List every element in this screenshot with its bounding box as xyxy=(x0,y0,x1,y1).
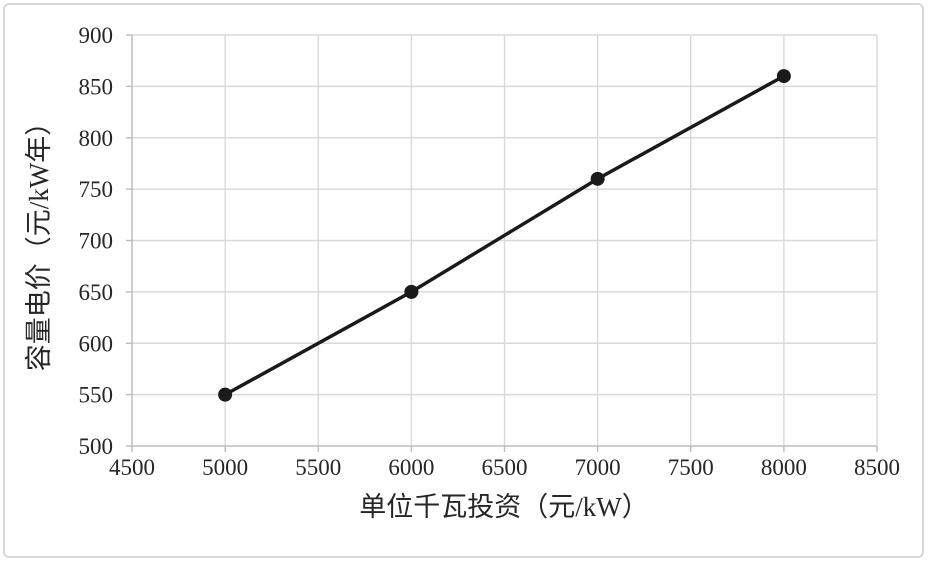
x-tick-label: 6500 xyxy=(482,455,528,480)
x-tick-label: 4500 xyxy=(109,455,155,480)
y-tick-label: 550 xyxy=(79,383,114,408)
data-point-marker xyxy=(404,284,419,299)
y-axis-title: 容量电价（元/kW年） xyxy=(24,109,54,372)
x-tick-label: 5500 xyxy=(295,455,341,480)
series-line xyxy=(223,74,786,397)
tick-marks-group xyxy=(126,34,878,452)
data-point-marker xyxy=(776,69,791,84)
y-tick-label: 650 xyxy=(79,280,114,305)
x-tick-label: 6000 xyxy=(388,455,434,480)
x-tick-label: 7000 xyxy=(575,455,621,480)
y-tick-label: 700 xyxy=(79,229,114,254)
y-tick-label: 600 xyxy=(79,331,114,356)
gridlines-group xyxy=(132,34,878,446)
tick-labels-group: 4500 5000 5500 6000 6500 7000 7500 8000 8500 500 5… xyxy=(79,23,901,480)
x-tick-label: 8500 xyxy=(854,455,900,480)
x-tick-label: 5000 xyxy=(202,455,248,480)
data-series-group xyxy=(218,69,791,402)
data-point-marker xyxy=(218,387,233,402)
y-tick-label: 850 xyxy=(79,74,114,99)
y-tick-label: 500 xyxy=(79,434,114,459)
y-tick-label: 900 xyxy=(79,23,114,48)
line-chart: 4500 5000 5500 6000 6500 7000 7500 8000 8500 500 5… xyxy=(24,23,901,522)
y-tick-label: 800 xyxy=(79,126,114,151)
chart-frame: 4500 5000 5500 6000 6500 7000 7500 8000 8500 500 5… xyxy=(3,3,924,558)
x-tick-label: 8000 xyxy=(761,455,807,480)
x-tick-label: 7500 xyxy=(668,455,714,480)
data-point-marker xyxy=(590,171,605,186)
x-axis-title: 单位千瓦投资（元/kW） xyxy=(359,492,649,522)
y-tick-label: 750 xyxy=(79,177,114,202)
